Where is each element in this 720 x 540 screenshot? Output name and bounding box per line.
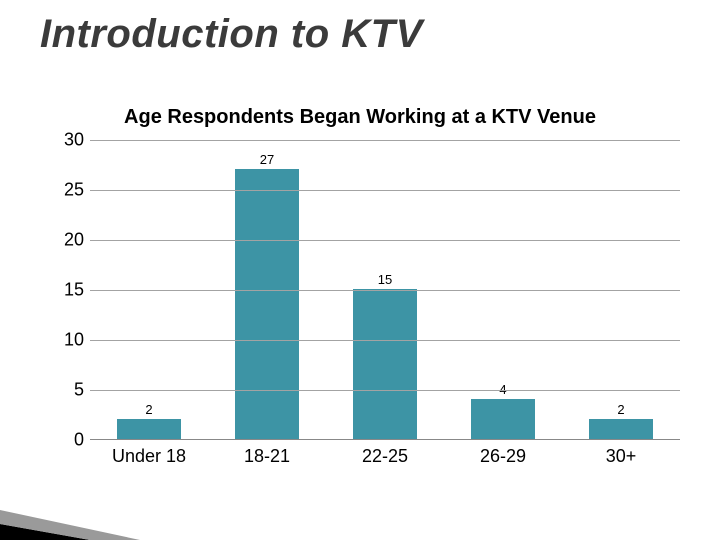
- grid-line: [90, 340, 680, 341]
- bar-slot: 4: [444, 139, 562, 439]
- bar-chart: 2271542 Under 1818-2122-2526-2930+ 05101…: [50, 140, 680, 470]
- bar-value-label: 2: [562, 402, 680, 417]
- x-axis-labels: Under 1818-2122-2526-2930+: [90, 446, 680, 470]
- grid-line: [90, 240, 680, 241]
- y-tick-label: 30: [50, 130, 84, 151]
- grid-line: [90, 190, 680, 191]
- bar: [235, 169, 300, 439]
- bar: [589, 419, 654, 439]
- x-tick-label: 18-21: [208, 446, 326, 467]
- y-tick-label: 5: [50, 380, 84, 401]
- bar-slot: 27: [208, 139, 326, 439]
- x-tick-label: 30+: [562, 446, 680, 467]
- bar: [353, 289, 418, 439]
- bar: [471, 399, 536, 439]
- grid-line: [90, 290, 680, 291]
- bar-slot: 15: [326, 139, 444, 439]
- x-tick-label: 22-25: [326, 446, 444, 467]
- grid-line: [90, 140, 680, 141]
- slide-title: Introduction to KTV: [40, 12, 423, 57]
- plot-area: 2271542: [90, 140, 680, 440]
- x-tick-label: Under 18: [90, 446, 208, 467]
- corner-accent: [0, 500, 140, 540]
- y-tick-label: 25: [50, 180, 84, 201]
- bar-value-label: 15: [326, 272, 444, 287]
- grid-line: [90, 390, 680, 391]
- bar-value-label: 27: [208, 152, 326, 167]
- bar-value-label: 2: [90, 402, 208, 417]
- y-tick-label: 10: [50, 330, 84, 351]
- y-tick-label: 15: [50, 280, 84, 301]
- y-tick-label: 0: [50, 430, 84, 451]
- bar: [117, 419, 182, 439]
- x-tick-label: 26-29: [444, 446, 562, 467]
- y-tick-label: 20: [50, 230, 84, 251]
- chart-title: Age Respondents Began Working at a KTV V…: [0, 106, 720, 129]
- bar-slot: 2: [90, 139, 208, 439]
- bar-slot: 2: [562, 139, 680, 439]
